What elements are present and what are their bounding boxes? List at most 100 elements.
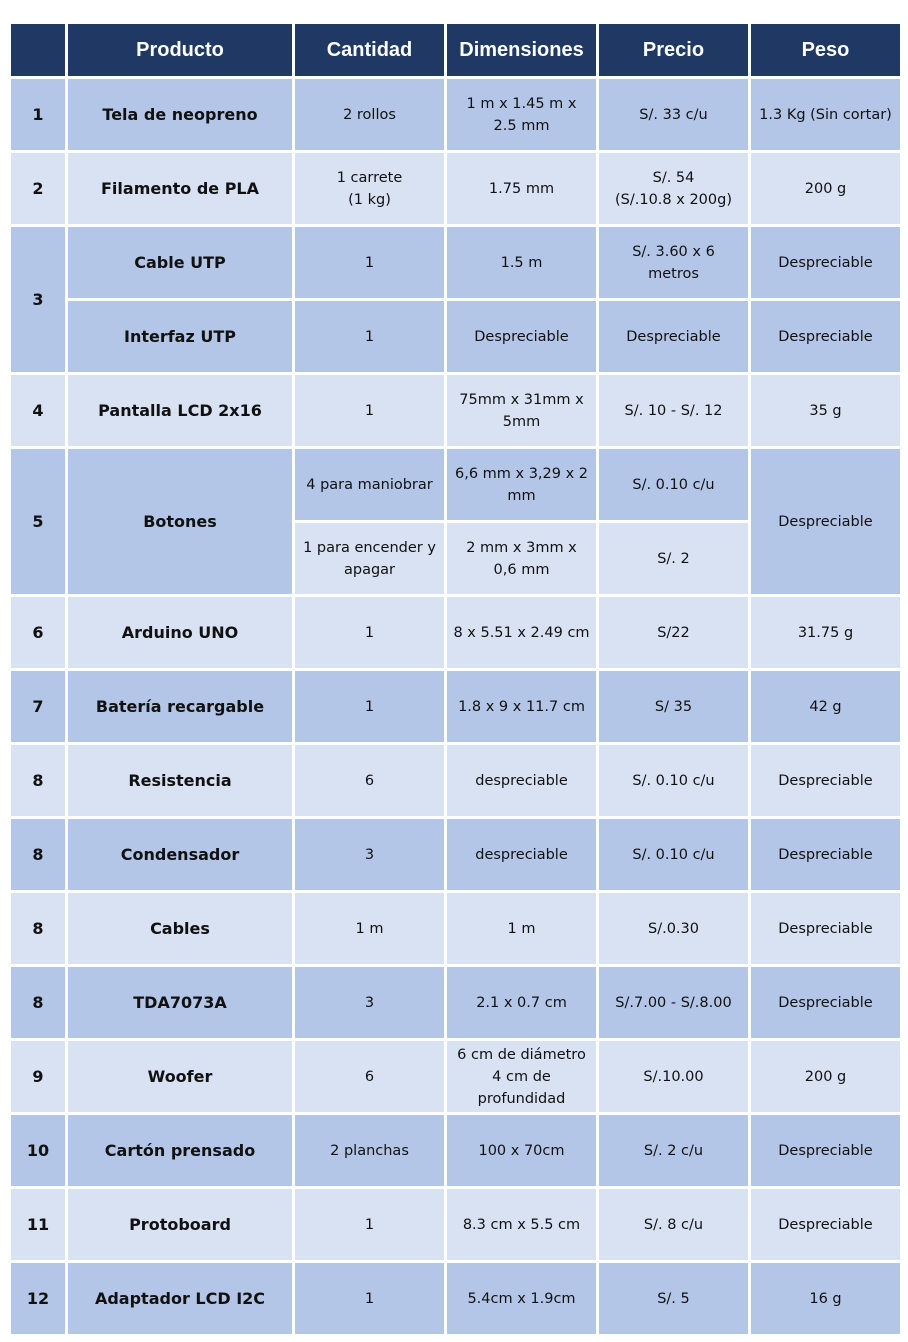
product-name: Adaptador LCD I2C xyxy=(65,1260,295,1337)
table-row: 8 Resistencia 6 despreciable S/. 0.10 c/… xyxy=(8,742,903,819)
weight-cell: Despreciable xyxy=(748,742,903,819)
product-name: Batería recargable xyxy=(65,668,295,745)
dimensions-cell: 1.75 mm xyxy=(444,150,599,227)
product-name: Filamento de PLA xyxy=(65,150,295,227)
table-row: 1 para encender y apagar 2 mm x 3mm x 0,… xyxy=(10,520,902,597)
price-cell: S/. 0.10 c/u xyxy=(596,742,751,819)
product-name: Resistencia xyxy=(65,742,295,819)
weight-cell: 200 g xyxy=(748,1038,903,1115)
quantity-cell: 1 para encender y apagar xyxy=(292,520,447,597)
quantity-line: (1 kg) xyxy=(348,191,391,208)
quantity-cell: 2 rollos xyxy=(292,76,447,153)
dimensions-cell: 1 m x 1.45 m x 2.5 mm xyxy=(444,76,599,153)
header-dimensiones: Dimensiones xyxy=(444,21,599,79)
weight-cell: Despreciable xyxy=(748,224,903,301)
row-number: 12 xyxy=(8,1260,68,1337)
table-row: 11 Protoboard 1 8.3 cm x 5.5 cm S/. 8 c/… xyxy=(8,1186,903,1263)
product-name: Cartón prensado xyxy=(65,1112,295,1189)
dimensions-cell: 8 x 5.51 x 2.49 cm xyxy=(444,594,599,671)
row-number: 2 xyxy=(8,150,68,227)
product-name: Interfaz UTP xyxy=(65,298,295,375)
weight-cell: Despreciable xyxy=(748,816,903,893)
dimensions-line: 4 cm de profundidad xyxy=(477,1068,566,1107)
row-number: 4 xyxy=(8,372,68,449)
weight-cell: 1.3 Kg (Sin cortar) xyxy=(748,76,903,153)
weight-cell: 200 g xyxy=(748,150,903,227)
quantity-cell: 1 xyxy=(292,372,447,449)
price-cell: S/. 3.60 x 6 metros xyxy=(596,224,751,301)
row-number: 1 xyxy=(8,76,68,153)
table-row: 5 Botones 4 para maniobrar 6,6 mm x 3,29… xyxy=(8,446,903,597)
product-name: Cable UTP xyxy=(65,224,295,301)
products-table-container: Producto Cantidad Dimensiones Precio Pes… xyxy=(8,21,903,1337)
quantity-cell: 1 xyxy=(292,594,447,671)
header-producto: Producto xyxy=(65,21,295,79)
table-row: 9 Woofer 6 6 cm de diámetro 4 cm de prof… xyxy=(8,1038,903,1115)
table-row: 7 Batería recargable 1 1.8 x 9 x 11.7 cm… xyxy=(8,668,903,745)
row-number: 10 xyxy=(8,1112,68,1189)
product-name: Arduino UNO xyxy=(65,594,295,671)
weight-cell: Despreciable xyxy=(748,964,903,1041)
products-table: Producto Cantidad Dimensiones Precio Pes… xyxy=(8,21,903,1337)
quantity-cell: 1 m xyxy=(292,890,447,967)
price-line: (S/.10.8 x 200g) xyxy=(615,191,732,208)
quantity-cell: 1 xyxy=(292,224,447,301)
header-cantidad: Cantidad xyxy=(292,21,447,79)
weight-cell: Despreciable xyxy=(748,446,903,597)
price-cell: S/. 0.10 c/u xyxy=(596,816,751,893)
dimensions-cell: 2 mm x 3mm x 0,6 mm xyxy=(444,520,599,597)
table-row: 6 Arduino UNO 1 8 x 5.51 x 2.49 cm S/22 … xyxy=(8,594,903,671)
weight-cell: 31.75 g xyxy=(748,594,903,671)
dimensions-cell: 100 x 70cm xyxy=(444,1112,599,1189)
table-row: 12 Adaptador LCD I2C 1 5.4cm x 1.9cm S/.… xyxy=(8,1260,903,1337)
dimensions-cell: 75mm x 31mm x 5mm xyxy=(444,372,599,449)
price-cell: S/. 0.10 c/u xyxy=(596,446,751,523)
quantity-cell: 1 xyxy=(292,1260,447,1337)
table-row: 3 Cable UTP 1 1.5 m S/. 3.60 x 6 metros … xyxy=(8,224,903,375)
table-row: 4 Pantalla LCD 2x16 1 75mm x 31mm x 5mm … xyxy=(8,372,903,449)
product-name: Cables xyxy=(65,890,295,967)
table-row: 2 Filamento de PLA 1 carrete (1 kg) 1.75… xyxy=(8,150,903,227)
quantity-cell: 1 xyxy=(292,298,447,375)
dimensions-cell: Despreciable xyxy=(444,298,599,375)
price-cell: Despreciable xyxy=(596,298,751,375)
price-cell: S/. 10 - S/. 12 xyxy=(596,372,751,449)
quantity-cell: 3 xyxy=(292,816,447,893)
table-row: Interfaz UTP 1 Despreciable Despreciable… xyxy=(10,298,903,375)
product-name: Protoboard xyxy=(65,1186,295,1263)
price-cell: S/ 35 xyxy=(596,668,751,745)
quantity-cell: 2 planchas xyxy=(292,1112,447,1189)
product-name: TDA7073A xyxy=(65,964,295,1041)
dimensions-cell: 1.5 m xyxy=(444,224,599,301)
quantity-cell: 1 xyxy=(292,668,447,745)
quantity-line: 1 carrete xyxy=(336,169,403,186)
dimensions-cell: 6 cm de diámetro 4 cm de profundidad xyxy=(444,1038,599,1115)
product-name: Condensador xyxy=(65,816,295,893)
weight-cell: Despreciable xyxy=(748,1112,903,1189)
row-number: 8 xyxy=(8,816,68,893)
row-number: 7 xyxy=(8,668,68,745)
price-cell: S/. 54 (S/.10.8 x 200g) xyxy=(596,150,751,227)
price-cell: S/. 5 xyxy=(596,1260,751,1337)
row-number: 8 xyxy=(8,964,68,1041)
weight-cell: Despreciable xyxy=(748,298,903,375)
price-cell: S/.0.30 xyxy=(596,890,751,967)
header-peso: Peso xyxy=(748,21,903,79)
product-name: Tela de neopreno xyxy=(65,76,295,153)
table-row: 8 TDA7073A 3 2.1 x 0.7 cm S/.7.00 - S/.8… xyxy=(8,964,903,1041)
weight-cell: 35 g xyxy=(748,372,903,449)
product-name: Woofer xyxy=(65,1038,295,1115)
price-cell: S/. 2 xyxy=(596,520,751,597)
weight-cell: 16 g xyxy=(748,1260,903,1337)
quantity-cell: 6 xyxy=(292,1038,447,1115)
product-name: Pantalla LCD 2x16 xyxy=(65,372,295,449)
dimensions-cell: 1 m xyxy=(444,890,599,967)
quantity-cell: 1 carrete (1 kg) xyxy=(292,150,447,227)
price-cell: S/.7.00 - S/.8.00 xyxy=(596,964,751,1041)
row-number: 8 xyxy=(8,742,68,819)
dimensions-cell: despreciable xyxy=(444,816,599,893)
product-name: Botones xyxy=(65,446,295,597)
price-cell: S/. 8 c/u xyxy=(596,1186,751,1263)
dimensions-cell: 6,6 mm x 3,29 x 2 mm xyxy=(444,446,599,523)
row-number: 3 xyxy=(8,224,68,375)
